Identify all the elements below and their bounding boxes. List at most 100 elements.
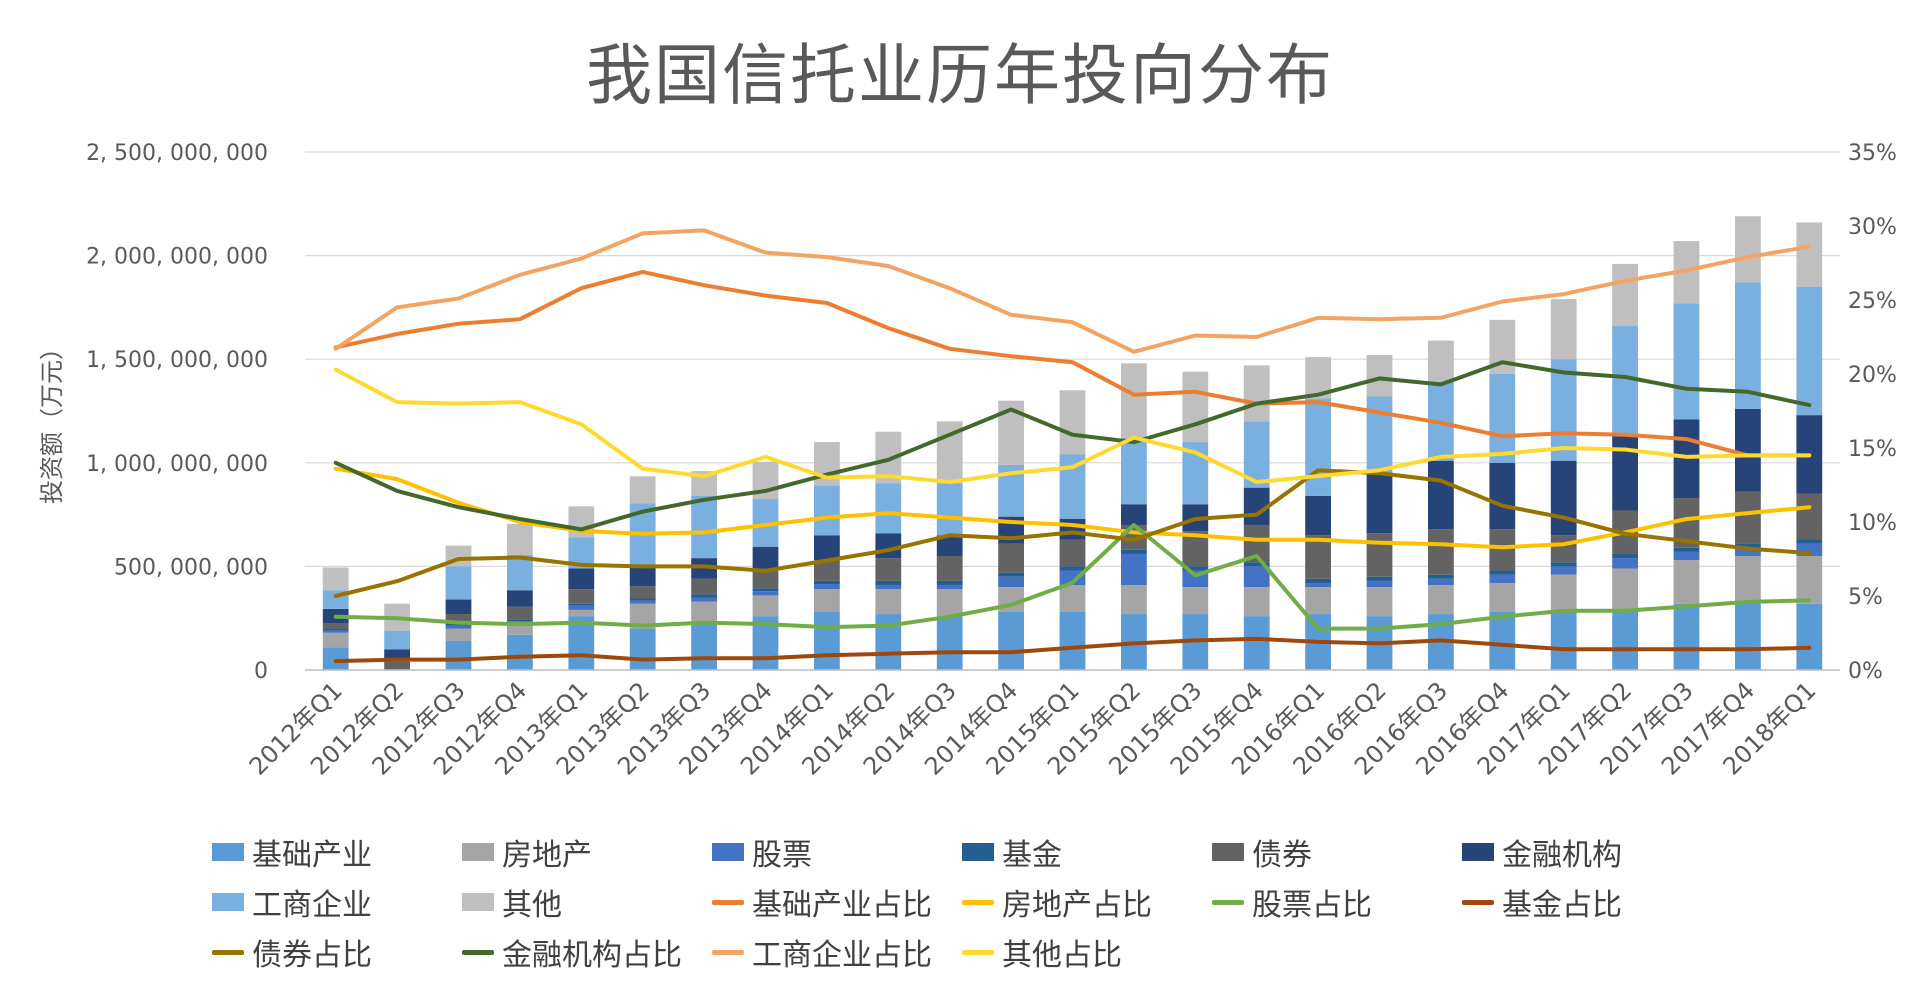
bar-segment	[1612, 558, 1638, 569]
bar-segment	[1550, 574, 1577, 612]
legend-item: 基础产业占比	[712, 882, 932, 923]
bar-segment	[1489, 574, 1516, 583]
bar-segment	[445, 628, 472, 641]
bar-segment	[936, 580, 963, 586]
legend-swatch	[1212, 899, 1244, 905]
bar-segment	[507, 523, 533, 556]
legend-label: 其他	[502, 888, 562, 923]
bar-segment	[568, 568, 595, 590]
legend-swatch	[1462, 899, 1494, 905]
bar-segment	[1243, 566, 1270, 588]
bar-segment	[875, 533, 902, 559]
bar-segment	[1366, 533, 1393, 577]
bar-segment	[1489, 611, 1516, 670]
bar-segment	[1059, 539, 1086, 567]
bar-segment	[322, 632, 349, 648]
bar-segment	[1673, 547, 1700, 552]
bar-segment	[1612, 553, 1638, 559]
bar-segment	[1673, 560, 1700, 604]
bar-segment	[1305, 578, 1331, 583]
y-tick-label: 2, 000, 000, 000	[86, 245, 268, 270]
bar-segment	[1059, 518, 1086, 540]
legend-swatch	[1462, 843, 1494, 861]
legend-item: 金融机构占比	[462, 932, 682, 973]
bar-segment	[507, 619, 533, 622]
bar-segment	[568, 616, 595, 670]
bar-segment	[629, 476, 656, 504]
legend-item: 股票占比	[1212, 882, 1372, 923]
legend-swatch	[962, 949, 994, 955]
bar-segment	[1305, 587, 1331, 615]
bar-segment	[875, 483, 902, 534]
bar-segment	[1673, 603, 1700, 670]
bar-segment	[507, 590, 533, 607]
legend-item: 金融机构	[1462, 832, 1622, 873]
bar-segment	[1059, 585, 1086, 612]
bar-segment	[568, 589, 595, 604]
legend-swatch	[962, 843, 994, 861]
bar-segment	[1121, 363, 1147, 438]
legend-swatch	[1212, 843, 1244, 861]
bar-segment	[445, 599, 472, 615]
bar-segment	[322, 623, 349, 629]
bar-segment	[384, 661, 410, 670]
bar-segment	[936, 585, 963, 590]
legend-swatch	[462, 893, 494, 911]
bar-segment	[1550, 562, 1577, 567]
bar-segment	[1735, 547, 1761, 557]
bar-segment	[1550, 566, 1577, 575]
legend-label: 金融机构	[1502, 838, 1622, 873]
y2-tick-label: 20%	[1848, 363, 1897, 388]
bar-segment	[691, 601, 717, 623]
bar-segment	[936, 589, 963, 617]
bar-segment	[1059, 611, 1086, 670]
legend-item: 债券	[1212, 832, 1312, 873]
bar-segment	[1366, 473, 1393, 534]
series-line	[333, 468, 1812, 598]
bar-segment	[568, 605, 595, 610]
bar-segment	[1489, 373, 1516, 463]
y2-tick-label: 10%	[1848, 511, 1897, 536]
bar-segment	[1550, 611, 1577, 670]
bar-segment	[568, 603, 595, 606]
bar-segment	[1366, 576, 1393, 581]
legend-label: 基础产业	[252, 838, 372, 873]
bar-segment	[1182, 371, 1209, 443]
bar-segment	[1673, 303, 1700, 420]
y-tick-label: 0	[254, 659, 268, 684]
bar-segment	[752, 588, 779, 592]
bar-segment	[1243, 616, 1270, 670]
bar-segment	[1305, 535, 1331, 579]
series-line	[333, 636, 1812, 664]
bar-segment	[875, 589, 902, 615]
y2-tick-label: 15%	[1848, 437, 1897, 462]
bar-series-group	[322, 216, 1823, 670]
bar-segment	[1182, 587, 1209, 615]
bar-segment	[936, 483, 963, 536]
bar-segment	[1673, 551, 1700, 561]
legend-item: 债券占比	[212, 932, 372, 973]
legend-label: 其他占比	[1002, 938, 1122, 973]
bar-segment	[1489, 462, 1516, 530]
series-line	[333, 367, 1812, 484]
bar-segment	[1796, 286, 1823, 416]
bar-segment	[1243, 365, 1270, 422]
legend-swatch	[212, 949, 244, 955]
bar-segment	[629, 600, 656, 604]
legend-label: 基金	[1002, 838, 1062, 873]
bar-segment	[691, 597, 717, 602]
bar-segment	[1366, 587, 1393, 617]
bar-segment	[1366, 355, 1393, 397]
bar-segment	[936, 556, 963, 581]
bar-segment	[1366, 580, 1393, 588]
bar-segment	[1428, 585, 1454, 615]
bar-segment	[1612, 568, 1638, 610]
bar-segment	[629, 628, 656, 670]
bar-segment	[445, 614, 472, 624]
bar-segment	[1489, 582, 1516, 612]
legend-item: 房地产	[462, 832, 592, 873]
bar-segment	[814, 589, 840, 612]
bar-segment	[629, 565, 656, 587]
legend-swatch	[712, 899, 744, 905]
